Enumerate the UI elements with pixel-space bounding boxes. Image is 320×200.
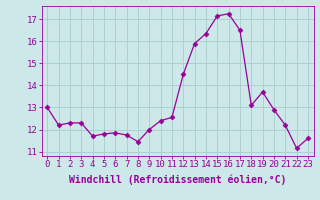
X-axis label: Windchill (Refroidissement éolien,°C): Windchill (Refroidissement éolien,°C) [69, 175, 286, 185]
